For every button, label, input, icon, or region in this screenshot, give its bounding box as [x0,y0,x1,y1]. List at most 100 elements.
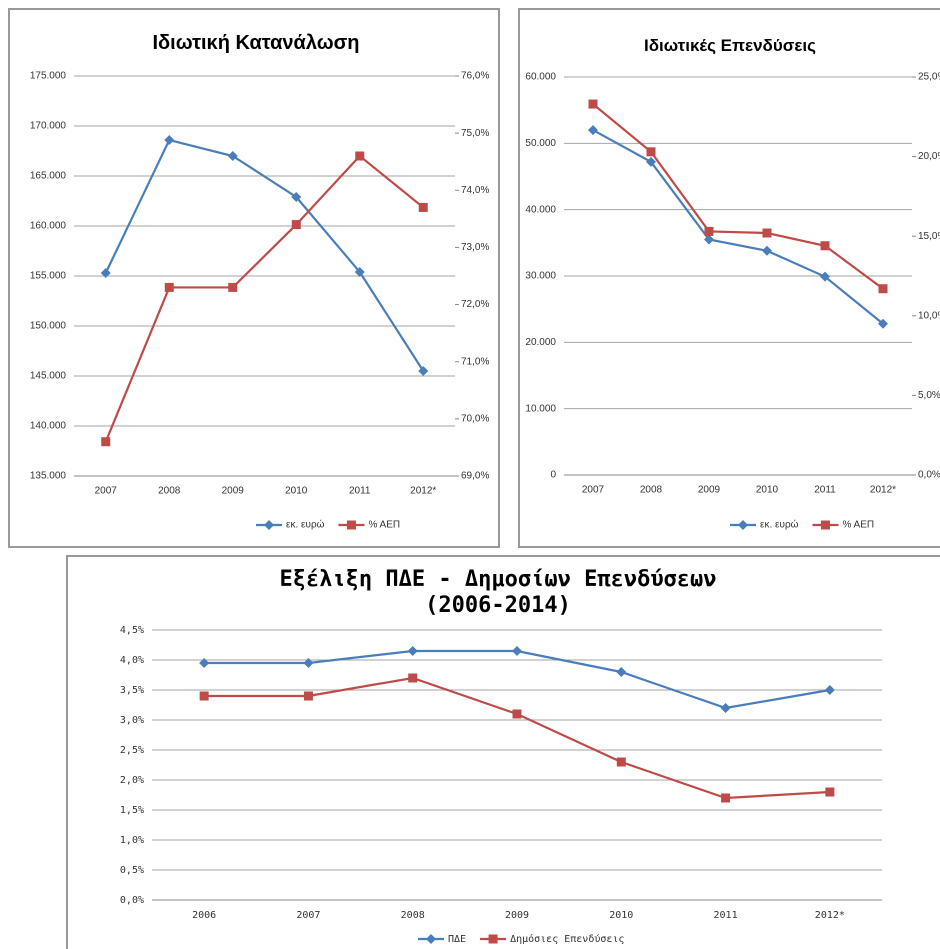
marker [264,520,274,530]
marker [291,220,301,230]
chart-title: Ιδιωτικές Επενδύσεις [643,36,816,55]
y2-tick-label: 10,0% [918,310,940,321]
y-tick-label: 30.000 [525,271,556,282]
x-tick-label: 2011 [349,486,371,497]
marker [228,282,238,292]
marker [616,667,627,677]
y-tick-label: 3,0% [120,715,144,726]
y-tick-label: 4,0% [120,655,144,666]
marker [721,793,731,803]
marker [878,284,888,294]
x-tick-label: 2011 [714,910,738,921]
marker [720,703,731,713]
y2-tick-label: 5,0% [918,390,940,401]
y-tick-label: 10.000 [525,403,556,414]
marker [738,520,748,530]
legend-label: % ΑΕΠ [368,520,400,531]
marker [408,673,418,683]
x-tick-label: 2012* [410,486,436,497]
y-tick-label: 40.000 [525,204,556,215]
marker [820,271,830,282]
y-tick-label: 145.000 [30,371,67,382]
series-line [592,103,884,290]
legend-label: εκ. ευρώ [286,519,325,531]
x-tick-label: 2010 [756,485,779,496]
y-tick-label: 2,5% [120,745,144,756]
x-tick-label: 2007 [296,910,320,921]
chart-title: Εξέλιξη ΠΔΕ - Δημοσίων Επενδύσεων (2006-… [279,567,717,618]
marker [825,787,835,797]
y-tick-label: 150.000 [30,321,67,332]
x-tick-label: 2009 [505,910,529,921]
marker [291,192,302,202]
marker [346,520,356,530]
marker [426,934,436,944]
legend-label: εκ. ευρώ [760,519,799,531]
marker [512,646,522,656]
marker [227,151,238,161]
marker [762,228,772,238]
y-tick-label: 140.000 [30,421,67,432]
chart-panel: Ιδιωτικές Επενδύσεις 0 10.000 20.000 30.000… [518,8,940,548]
y2-tick-label: 70,0% [461,413,489,424]
marker [407,646,418,656]
y-tick-label: 60.000 [525,72,556,83]
y2-tick-label: 72,0% [461,299,489,310]
marker [588,99,598,109]
chart-panel: Εξέλιξη ΠΔΕ - Δημοσίων Επενδύσεων (2006-… [66,555,940,949]
x-tick-label: 2008 [640,485,663,496]
y2-tick-label: 69,0% [461,471,489,482]
series-line [592,129,884,325]
marker [355,151,365,161]
marker [303,691,313,701]
legend-label: % ΑΕΠ [842,520,874,531]
marker [824,685,835,695]
y2-tick-label: 15,0% [918,231,940,242]
y-tick-label: 50.000 [525,138,556,149]
x-tick-label: 2008 [158,486,181,497]
marker [616,757,626,767]
marker [303,658,314,668]
x-tick-label: 2009 [698,485,721,496]
marker [488,934,498,944]
y2-tick-label: 74,0% [461,185,489,196]
y-tick-label: 2,0% [120,775,144,786]
y-tick-label: 165.000 [30,171,67,182]
y-tick-label: 170.000 [30,121,67,132]
marker [646,156,656,167]
marker [164,135,175,145]
series-line [104,154,424,443]
chart-panel: Ιδιωτική Κατανάλωση 135.000 140.000 145.00… [8,8,500,548]
legend-label: ΠΔΕ [448,934,466,945]
y-tick-label: 3,5% [120,685,144,696]
y-tick-label: 1,0% [120,835,144,846]
marker [878,318,888,329]
y2-tick-label: 75,0% [461,128,489,139]
marker [354,267,365,277]
y2-tick-label: 73,0% [461,242,489,253]
y-tick-label: 0,0% [120,895,144,906]
marker [704,234,714,245]
x-tick-label: 2006 [192,910,216,921]
y-tick-label: 175.000 [30,71,67,82]
x-tick-label: 2012* [815,910,845,921]
legend-label: Δημόσιες Επενδύσεις [510,933,624,945]
y-tick-label: 0,5% [120,865,144,876]
marker [418,202,428,212]
x-tick-label: 2007 [95,486,118,497]
marker [199,658,210,668]
y2-tick-label: 20,0% [918,151,940,162]
x-tick-label: 2007 [582,485,605,496]
marker [762,245,772,256]
y2-tick-label: 0,0% [918,470,940,481]
marker [588,125,598,136]
x-tick-label: 2011 [814,485,836,496]
marker [704,226,714,236]
y-tick-label: 20.000 [525,337,556,348]
marker [646,147,656,157]
y-tick-label: 4,5% [120,625,144,636]
y-tick-label: 155.000 [30,271,67,282]
marker [164,282,174,292]
x-tick-label: 2009 [222,486,245,497]
